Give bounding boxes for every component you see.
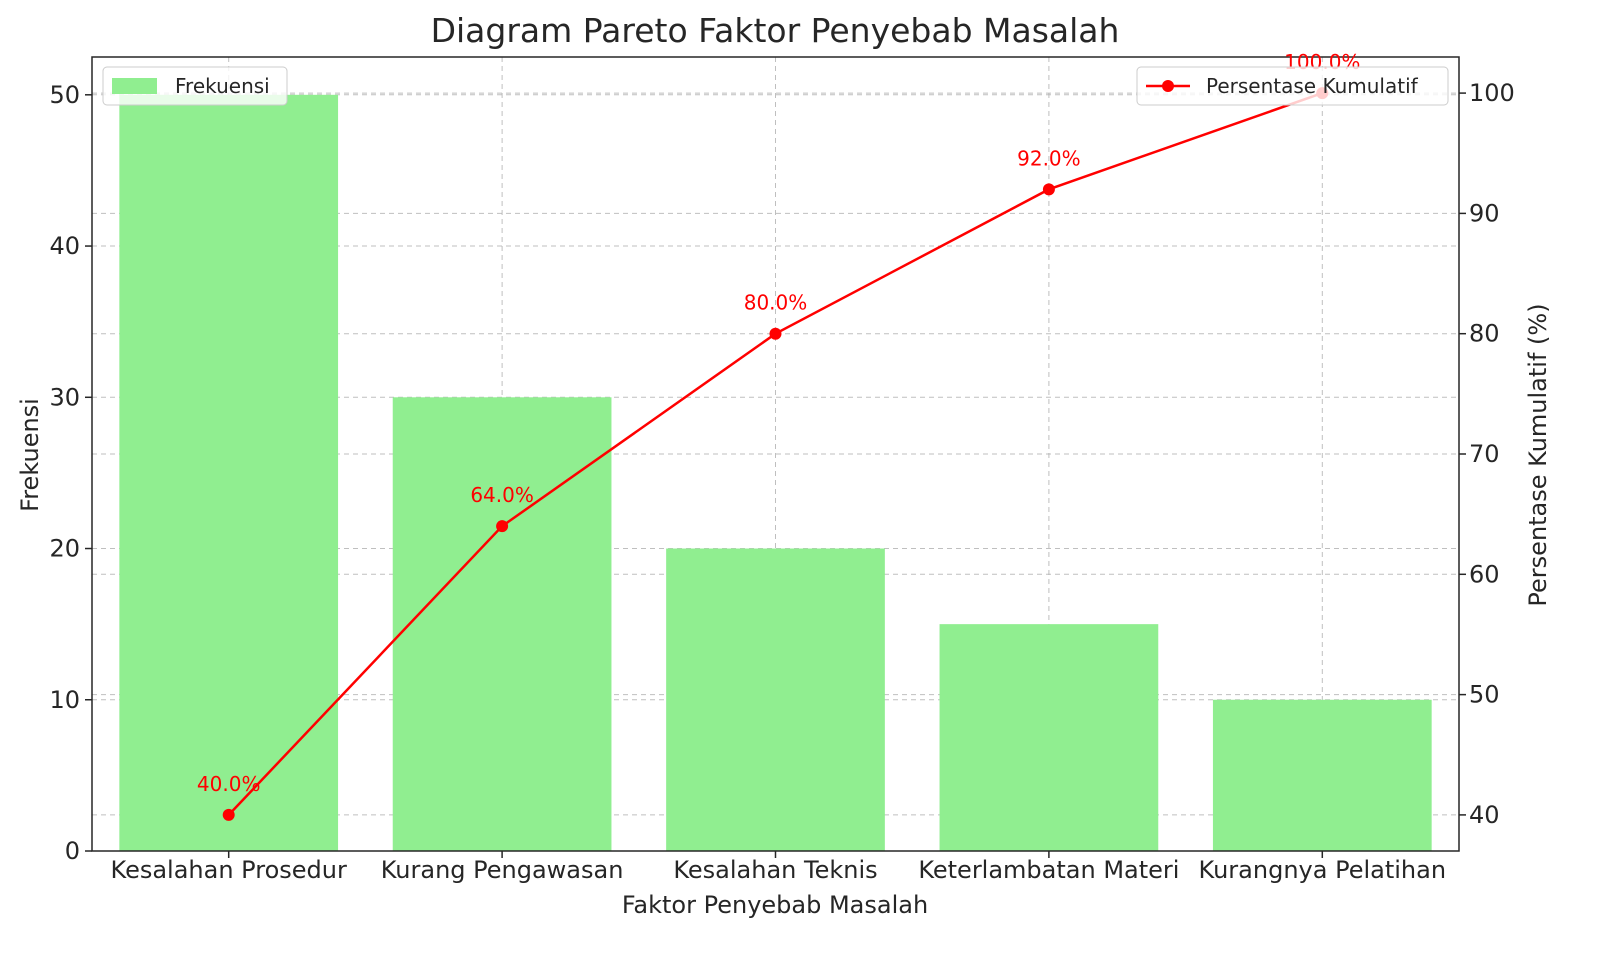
data-label-2: 64.0% <box>470 483 534 507</box>
bar-5 <box>1212 699 1432 851</box>
y-tick-label: 0 <box>65 837 80 865</box>
y2-tick-label: 70 <box>1469 440 1500 468</box>
y2-tick-label: 60 <box>1469 560 1500 588</box>
chart-title: Diagram Pareto Faktor Penyebab Masalah <box>431 11 1120 50</box>
y2-tick-label: 40 <box>1469 801 1500 829</box>
legend-frame <box>1136 66 1449 106</box>
x-tick-label: Kurangnya Pelatihan <box>1199 856 1447 884</box>
bar-series <box>119 94 1432 852</box>
legend-bar-swatch <box>112 78 157 94</box>
y-tick-label: 40 <box>49 232 80 260</box>
cumulative-point-4 <box>1042 183 1055 196</box>
data-label-1: 40.0% <box>197 772 261 796</box>
cumulative-point-3 <box>769 327 782 340</box>
bar-3 <box>666 548 885 851</box>
y-axis-label: Frekuensi <box>16 398 44 512</box>
bar-4 <box>939 624 1159 851</box>
bar-1 <box>119 94 339 852</box>
data-labels: 40.0%64.0%80.0%92.0%100.0% <box>197 50 1361 796</box>
bar-2 <box>392 397 612 851</box>
data-label-4: 92.0% <box>1017 146 1081 170</box>
y-tick-label: 20 <box>49 535 80 563</box>
y2-tick-label: 50 <box>1469 681 1500 709</box>
axes: 0 10 20 30 40 50 40 50 60 70 80 90 100 Kesalahan Pros… <box>49 56 1515 884</box>
y-tick-label: 10 <box>49 686 80 714</box>
y-tick-label: 30 <box>49 383 80 411</box>
data-label-3: 80.0% <box>744 291 808 315</box>
y2-tick-label: 100 <box>1469 79 1515 107</box>
legend-frame <box>102 66 288 106</box>
cumulative-point-2 <box>496 520 509 533</box>
y2-tick-label: 90 <box>1469 199 1500 227</box>
y2-axis-label: Persentase Kumulatif (%) <box>1524 303 1552 606</box>
x-tick-label: Kesalahan Teknis <box>673 856 877 884</box>
y2-tick-label: 80 <box>1469 320 1500 348</box>
x-axis-label: Faktor Penyebab Masalah <box>622 891 928 919</box>
legend-marker <box>1162 80 1174 92</box>
legend-label-persentase: Persentase Kumulatif <box>1206 74 1419 98</box>
x-tick-label: Kurang Pengawasan <box>381 856 624 884</box>
legend-frekuensi: Frekuensi <box>102 66 288 106</box>
legend-persentase: Persentase Kumulatif <box>1136 66 1449 106</box>
legend-label-frekuensi: Frekuensi <box>175 74 270 98</box>
x-tick-label: Keterlambatan Materi <box>918 856 1179 884</box>
x-tick-label: Kesalahan Prosedur <box>111 856 347 884</box>
y-tick-label: 50 <box>49 81 80 109</box>
cumulative-point-1 <box>222 808 235 821</box>
